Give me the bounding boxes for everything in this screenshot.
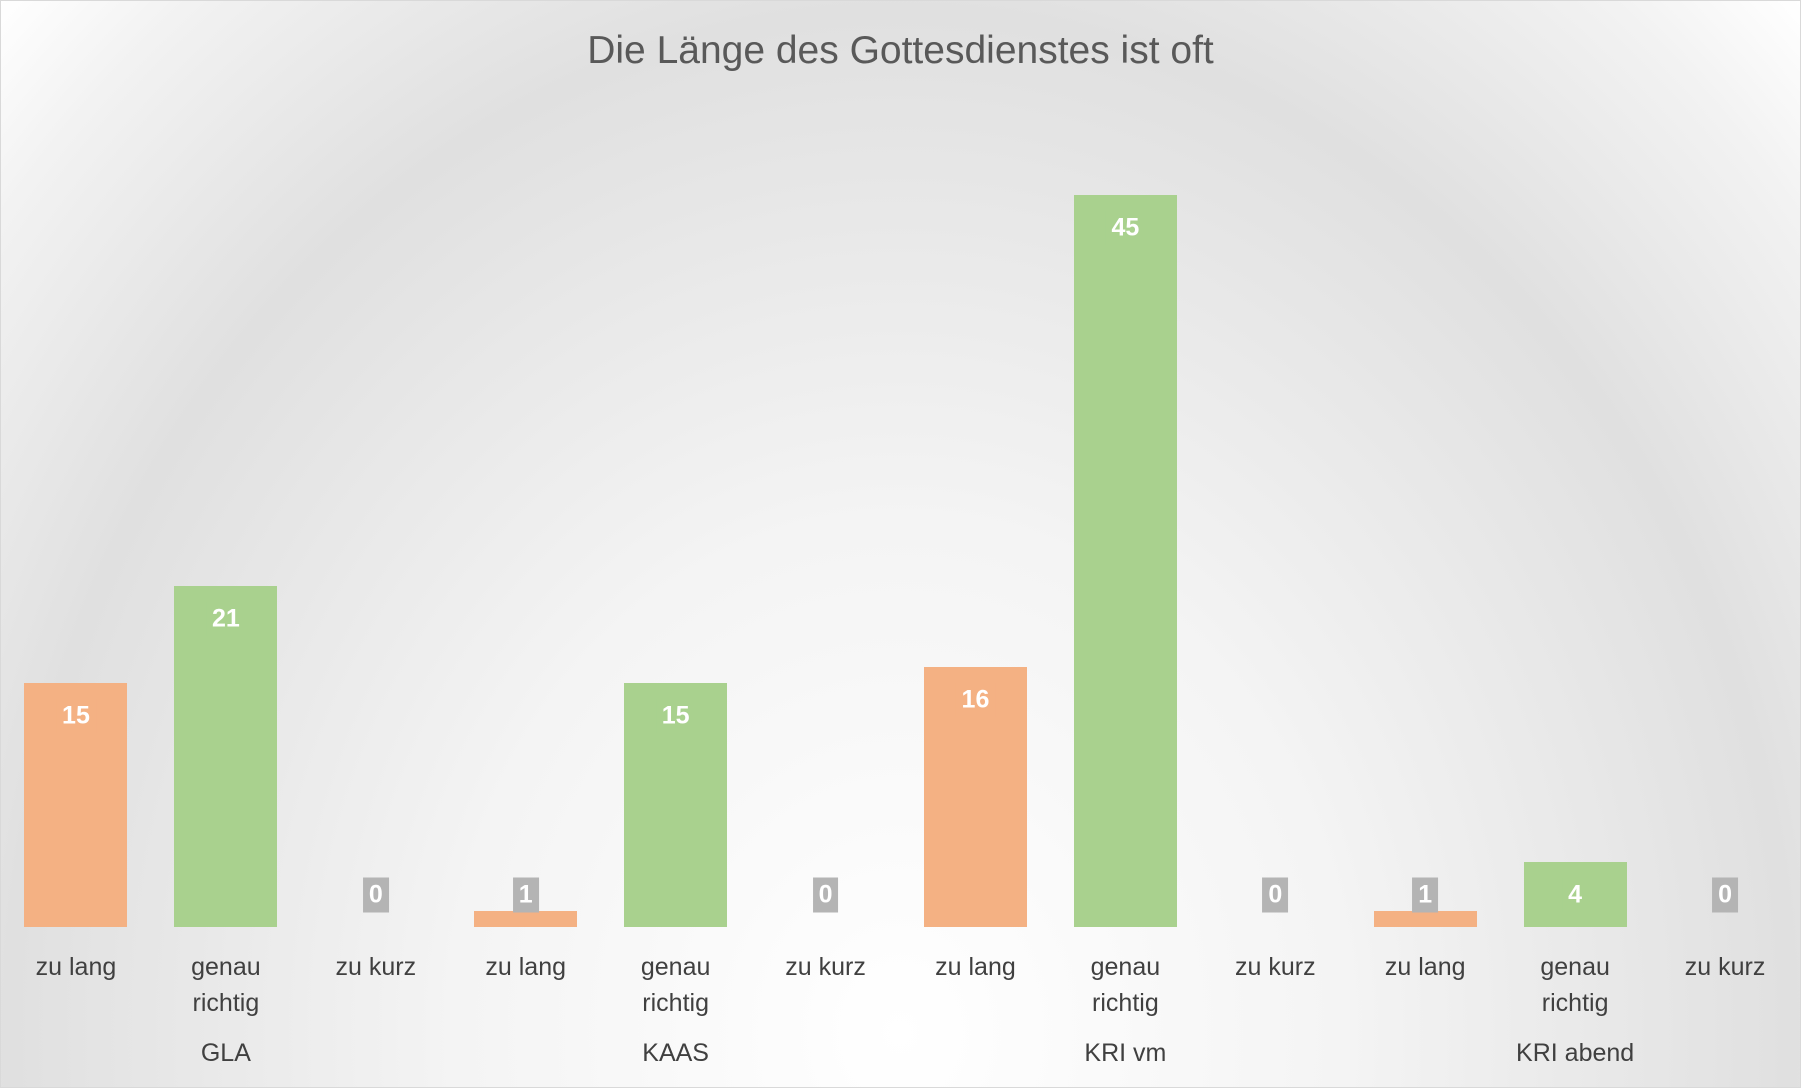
- group-label: KRI vm: [1084, 1039, 1167, 1067]
- bar: [474, 910, 578, 927]
- bar: [1373, 910, 1477, 927]
- data-label: 0: [362, 877, 389, 913]
- data-label: 0: [812, 877, 839, 913]
- bar: [1073, 195, 1177, 927]
- data-label: 1: [512, 877, 539, 913]
- group-label: GLA: [200, 1039, 251, 1067]
- data-label: 0: [1712, 877, 1738, 913]
- x-tick-label: zu kurz: [1234, 953, 1316, 981]
- data-label: 0: [1262, 877, 1289, 913]
- x-tick-label: zu lang: [485, 953, 567, 981]
- data-label: 21: [205, 601, 246, 637]
- group-label: KAAS: [642, 1039, 709, 1067]
- group-label: KRI abend: [1516, 1039, 1635, 1067]
- x-tick-label: zu lang: [35, 953, 117, 981]
- chart-title: Die Länge des Gottesdienstes ist oft: [587, 29, 1214, 72]
- data-label: 45: [1105, 210, 1146, 246]
- x-tick-label: genau richtig: [640, 953, 711, 1017]
- x-tick-label: zu kurz: [1684, 953, 1766, 981]
- data-label: 15: [56, 698, 96, 734]
- x-tick-label: zu lang: [1384, 953, 1466, 981]
- x-tick-label: genau richtig: [1090, 953, 1161, 1017]
- data-label: 1: [1412, 877, 1439, 913]
- x-tick-label: genau richtig: [1540, 953, 1610, 1017]
- data-label: 15: [655, 698, 696, 734]
- x-tick-label: zu kurz: [785, 953, 866, 981]
- data-label: 4: [1562, 877, 1589, 913]
- x-tick-label: genau richtig: [191, 953, 261, 1017]
- x-tick-label: zu lang: [935, 953, 1016, 981]
- data-label: 16: [955, 682, 996, 718]
- bar: [174, 585, 278, 927]
- x-tick-label: zu kurz: [335, 953, 417, 981]
